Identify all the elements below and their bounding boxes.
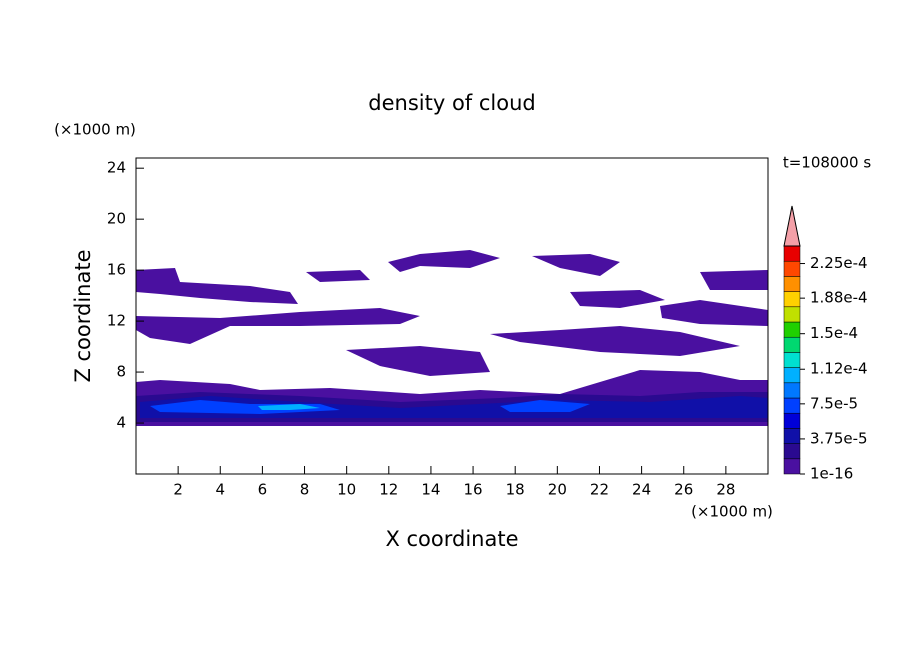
colorbar-band	[783, 367, 801, 384]
y-axis-label: Z coordinate	[71, 249, 95, 382]
cloud-region	[258, 404, 320, 410]
y-unit: (×1000 m)	[54, 121, 136, 139]
x-unit: (×1000 m)	[691, 503, 773, 521]
colorbar-band	[783, 412, 801, 429]
colorbar-label: 1.5e-4	[810, 324, 858, 342]
colorbar-band	[783, 352, 801, 368]
cloud-region	[700, 270, 768, 290]
colorbar-band	[783, 321, 801, 338]
y-tick-label: 12	[107, 312, 126, 330]
cloud-region	[660, 300, 768, 326]
cloud-region	[346, 346, 490, 376]
colorbar-label: 2.25e-4	[810, 254, 868, 272]
colorbar-band	[783, 291, 801, 308]
cloud-region	[532, 254, 620, 276]
colorbar-band	[783, 336, 801, 353]
x-tick-label: 4	[215, 481, 225, 499]
x-tick-label: 16	[464, 481, 483, 499]
x-tick-label: 28	[716, 481, 735, 499]
cloud-region	[306, 270, 370, 282]
cloud-region	[570, 290, 665, 308]
cloud-region	[140, 396, 768, 418]
cloud-region	[136, 308, 420, 344]
colorbar-band	[783, 245, 801, 262]
cloud-region	[150, 400, 340, 414]
cloud-region	[500, 400, 590, 412]
x-tick-label: 6	[258, 481, 268, 499]
x-tick-label: 20	[548, 481, 567, 499]
colorbar-label: 1.88e-4	[810, 289, 868, 307]
plot-frame	[135, 157, 769, 475]
y-tick-label: 4	[116, 414, 126, 432]
colorbar-band	[783, 260, 801, 277]
cloud-field	[136, 250, 768, 426]
x-tick-label: 24	[632, 481, 651, 499]
y-tick-label: 8	[116, 363, 126, 381]
y-tick-label: 20	[107, 210, 126, 228]
x-axis-label: X coordinate	[385, 527, 518, 551]
colorbar-band	[783, 428, 801, 444]
colorbar-extend	[783, 205, 801, 247]
colorbar-label: 1.12e-4	[810, 360, 868, 378]
x-tick-label: 22	[590, 481, 609, 499]
chart-title: density of cloud	[368, 91, 535, 115]
x-tick-label: 8	[300, 481, 310, 499]
colorbar-band	[783, 443, 801, 460]
y-tick-label: 16	[107, 261, 126, 279]
x-tick-label: 26	[674, 481, 693, 499]
x-tick-label: 12	[379, 481, 398, 499]
x-tick-label: 14	[421, 481, 440, 499]
colorbar-label: 1e-16	[810, 465, 853, 483]
time-label: t=108000 s	[783, 154, 871, 172]
colorbar-band	[783, 306, 801, 323]
colorbar-band	[783, 397, 801, 414]
cloud-region	[490, 326, 740, 356]
colorbar-label: 7.5e-5	[810, 394, 858, 412]
colorbar-label: 3.75e-5	[810, 429, 868, 447]
colorbar-band	[783, 458, 801, 475]
x-tick-label: 10	[337, 481, 356, 499]
cloud-region	[388, 250, 500, 272]
x-tick-label: 18	[506, 481, 525, 499]
y-tick-label: 24	[107, 159, 126, 177]
cloud-region	[136, 268, 298, 304]
x-tick-label: 2	[173, 481, 183, 499]
colorbar-band	[783, 382, 801, 399]
colorbar-band	[783, 276, 801, 292]
